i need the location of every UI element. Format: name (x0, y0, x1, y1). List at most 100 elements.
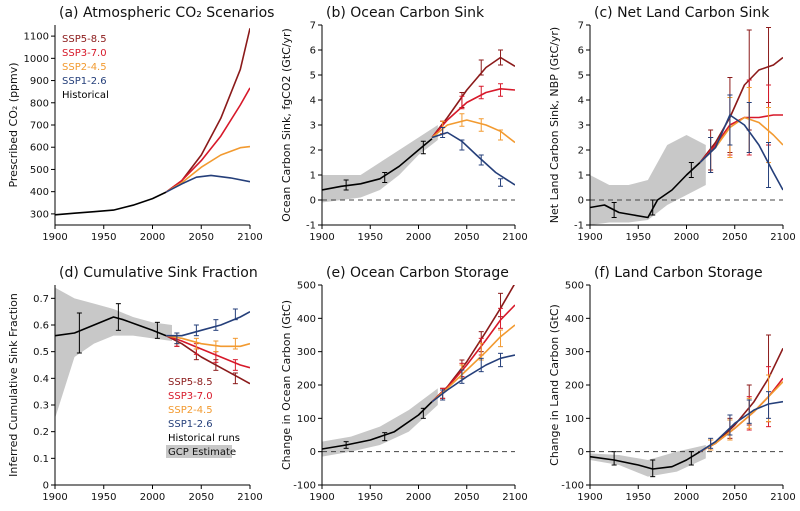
error-bar (459, 369, 465, 384)
series-line-ssp126 (699, 400, 783, 453)
chart-title: (d) Cumulative Sink Fraction (59, 265, 258, 281)
error-bar (382, 432, 388, 442)
y-tick-label: -100 (561, 481, 584, 492)
error-bar (688, 162, 694, 178)
error-bar (343, 441, 349, 449)
y-tick-label: 0.2 (33, 427, 49, 438)
error-bar (459, 113, 465, 127)
error-bar (213, 340, 219, 353)
legend-entry: Historical runs (168, 433, 240, 444)
error-bar (746, 399, 752, 424)
y-axis-label: Ocean Carbon Sink, fgCO2 (GtC/yr) (280, 28, 293, 222)
error-bar (193, 324, 199, 337)
y-tick-label: 100 (565, 414, 584, 425)
y-tick-label: 700 (30, 121, 49, 132)
chart-title: (f) Land Carbon Storage (594, 265, 763, 281)
series-line-ssp370 (165, 334, 250, 369)
y-tick-label: 0 (578, 196, 584, 207)
x-tick-label: 2100 (237, 232, 262, 243)
y-tick-label: 800 (30, 98, 49, 109)
series-line-ssp126 (165, 174, 250, 193)
series-line-ssp585 (699, 347, 783, 453)
error-bar (478, 85, 484, 100)
y-tick-label: 7 (578, 21, 584, 32)
x-tick-label: 2000 (140, 232, 165, 243)
x-tick-label: 2000 (406, 232, 431, 243)
x-tick-label: 1950 (626, 492, 651, 503)
error-bar (232, 337, 238, 350)
y-tick-label: 3 (310, 121, 316, 132)
error-bar (478, 118, 484, 132)
y-tick-label: 0 (310, 447, 316, 458)
error-bar (478, 357, 484, 373)
error-bar (115, 303, 121, 331)
error-bar (478, 154, 484, 166)
y-tick-label: 900 (30, 76, 49, 87)
y-tick-label: 0 (43, 481, 49, 492)
error-bar (478, 59, 484, 76)
series-line-ssp585 (431, 285, 515, 403)
y-tick-label: 6 (578, 46, 584, 57)
y-tick-label: 200 (297, 381, 316, 392)
y-tick-label: 2 (578, 146, 584, 157)
x-tick-label: 2100 (770, 492, 795, 503)
error-bar (708, 437, 714, 449)
series-line-historical (322, 138, 433, 191)
chart-panel-4: 1900 1950 2000 2050 2100 -100 0 100 200 300 400 500… (280, 265, 528, 503)
y-axis-label: Change in Land Carbon (GtC) (548, 304, 561, 466)
y-tick-label: 300 (565, 347, 584, 358)
gcp-estimate-band (590, 445, 706, 477)
y-tick-label: 400 (565, 314, 584, 325)
series-line-ssp585 (431, 56, 515, 138)
error-bar (232, 359, 238, 371)
x-tick-label: 1900 (577, 492, 602, 503)
legend-entry: SSP5-8.5 (62, 34, 107, 45)
error-bar (746, 102, 752, 153)
y-tick-label: 0.6 (33, 321, 49, 332)
y-tick-label: 200 (565, 381, 584, 392)
y-tick-label: 2 (310, 146, 316, 157)
series-line-ssp126 (166, 310, 250, 337)
series-line-ssp126 (699, 114, 783, 191)
series-line-ssp245 (699, 381, 783, 453)
gcp-estimate-band (322, 125, 438, 203)
x-tick-label: 1950 (626, 232, 651, 243)
error-bar (498, 49, 504, 66)
y-tick-label: 6 (310, 46, 316, 57)
error-bar (498, 83, 504, 97)
y-tick-label: 0 (310, 196, 316, 207)
error-bar (440, 389, 446, 401)
x-tick-label: 1900 (309, 232, 334, 243)
error-bar (498, 307, 504, 329)
y-tick-label: 1100 (24, 32, 49, 43)
x-tick-label: 2050 (722, 232, 747, 243)
error-bar (727, 94, 733, 146)
error-bar (174, 332, 180, 345)
legend-entry: SSP2-4.5 (168, 405, 213, 416)
y-tick-label: 1 (310, 171, 316, 182)
error-bar (498, 178, 504, 187)
x-tick-label: 2100 (237, 492, 262, 503)
chart-title: (b) Ocean Carbon Sink (326, 5, 485, 21)
x-tick-label: 2050 (454, 232, 479, 243)
chart-panel-2: 1900 1950 2000 2050 2100 -1 0 1 2 3 4 5 6 7 (c) Net La… (548, 5, 796, 243)
x-tick-label: 1950 (358, 232, 383, 243)
y-tick-label: 4 (310, 96, 316, 107)
error-bar (440, 127, 446, 138)
series-line-ssp245 (699, 116, 783, 164)
legend-entry: SSP5-8.5 (168, 377, 213, 388)
y-tick-label: -100 (293, 481, 316, 492)
x-tick-label: 2000 (674, 232, 699, 243)
error-bar (154, 321, 160, 339)
y-tick-label: 0.4 (33, 374, 49, 385)
series-line-ssp585 (699, 56, 783, 163)
y-tick-label: 1 (578, 171, 584, 182)
legend-entry: SSP1-2.6 (62, 76, 107, 87)
x-tick-label: 2100 (770, 232, 795, 243)
chart-title: (a) Atmospheric CO₂ Scenarios (59, 5, 274, 21)
y-tick-label: 0.5 (33, 347, 49, 358)
y-tick-label: 5 (310, 71, 316, 82)
error-bar (498, 329, 504, 348)
error-bar (213, 319, 219, 331)
y-tick-label: 300 (297, 347, 316, 358)
